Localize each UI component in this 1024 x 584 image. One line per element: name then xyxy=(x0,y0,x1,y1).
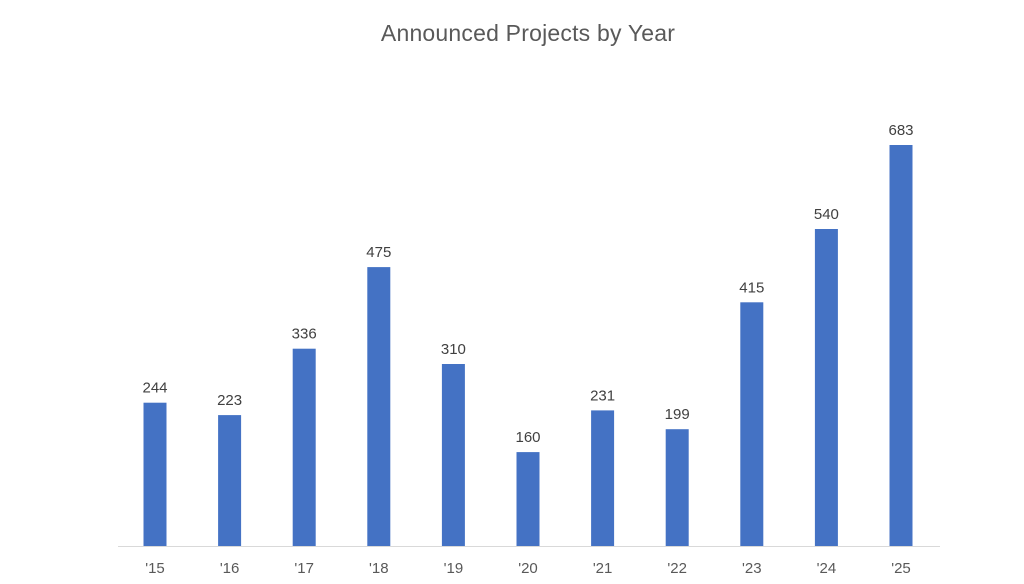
x-tick-label-10: '25 xyxy=(891,560,911,577)
x-tick-label-9: '24 xyxy=(817,560,837,577)
data-label-1: 223 xyxy=(217,392,242,409)
x-tick-labels: '15 '16 '17 '18 '19 '20 '21 '22 '23 '24 '25 xyxy=(145,560,911,577)
data-label-6: 231 xyxy=(590,387,615,404)
bar-7 xyxy=(665,429,689,546)
x-tick-label-6: '21 xyxy=(593,560,613,577)
bar-0 xyxy=(143,402,167,546)
labels-layer: 244 223 336 475 310 160 231 199 415 540 683 xyxy=(142,122,913,446)
x-tick-label-7: '22 xyxy=(667,560,687,577)
data-label-10: 683 xyxy=(888,122,913,139)
data-label-8: 415 xyxy=(739,279,764,296)
data-label-7: 199 xyxy=(665,406,690,423)
data-label-5: 160 xyxy=(515,429,540,446)
bar-9 xyxy=(814,229,838,546)
data-label-4: 310 xyxy=(441,341,466,358)
bar-3 xyxy=(367,267,391,546)
bar-4 xyxy=(441,364,465,546)
bar-5 xyxy=(516,452,540,546)
x-tick-label-3: '18 xyxy=(369,560,389,577)
data-label-9: 540 xyxy=(814,206,839,223)
bar-8 xyxy=(740,302,764,546)
bar-2 xyxy=(292,348,316,546)
x-tick-label-4: '19 xyxy=(444,560,464,577)
data-label-0: 244 xyxy=(142,380,167,397)
bar-6 xyxy=(591,410,615,546)
chart-title: Announced Projects by Year xyxy=(380,20,676,46)
x-tick-label-5: '20 xyxy=(518,560,538,577)
x-tick-label-8: '23 xyxy=(742,560,762,577)
x-tick-label-1: '16 xyxy=(220,560,240,577)
bar-1 xyxy=(218,415,242,546)
data-label-2: 336 xyxy=(292,326,317,343)
bars-layer xyxy=(143,145,913,546)
bar-10 xyxy=(889,145,913,546)
x-tick-label-2: '17 xyxy=(294,560,314,577)
data-label-3: 475 xyxy=(366,244,391,261)
x-tick-label-0: '15 xyxy=(145,560,165,577)
